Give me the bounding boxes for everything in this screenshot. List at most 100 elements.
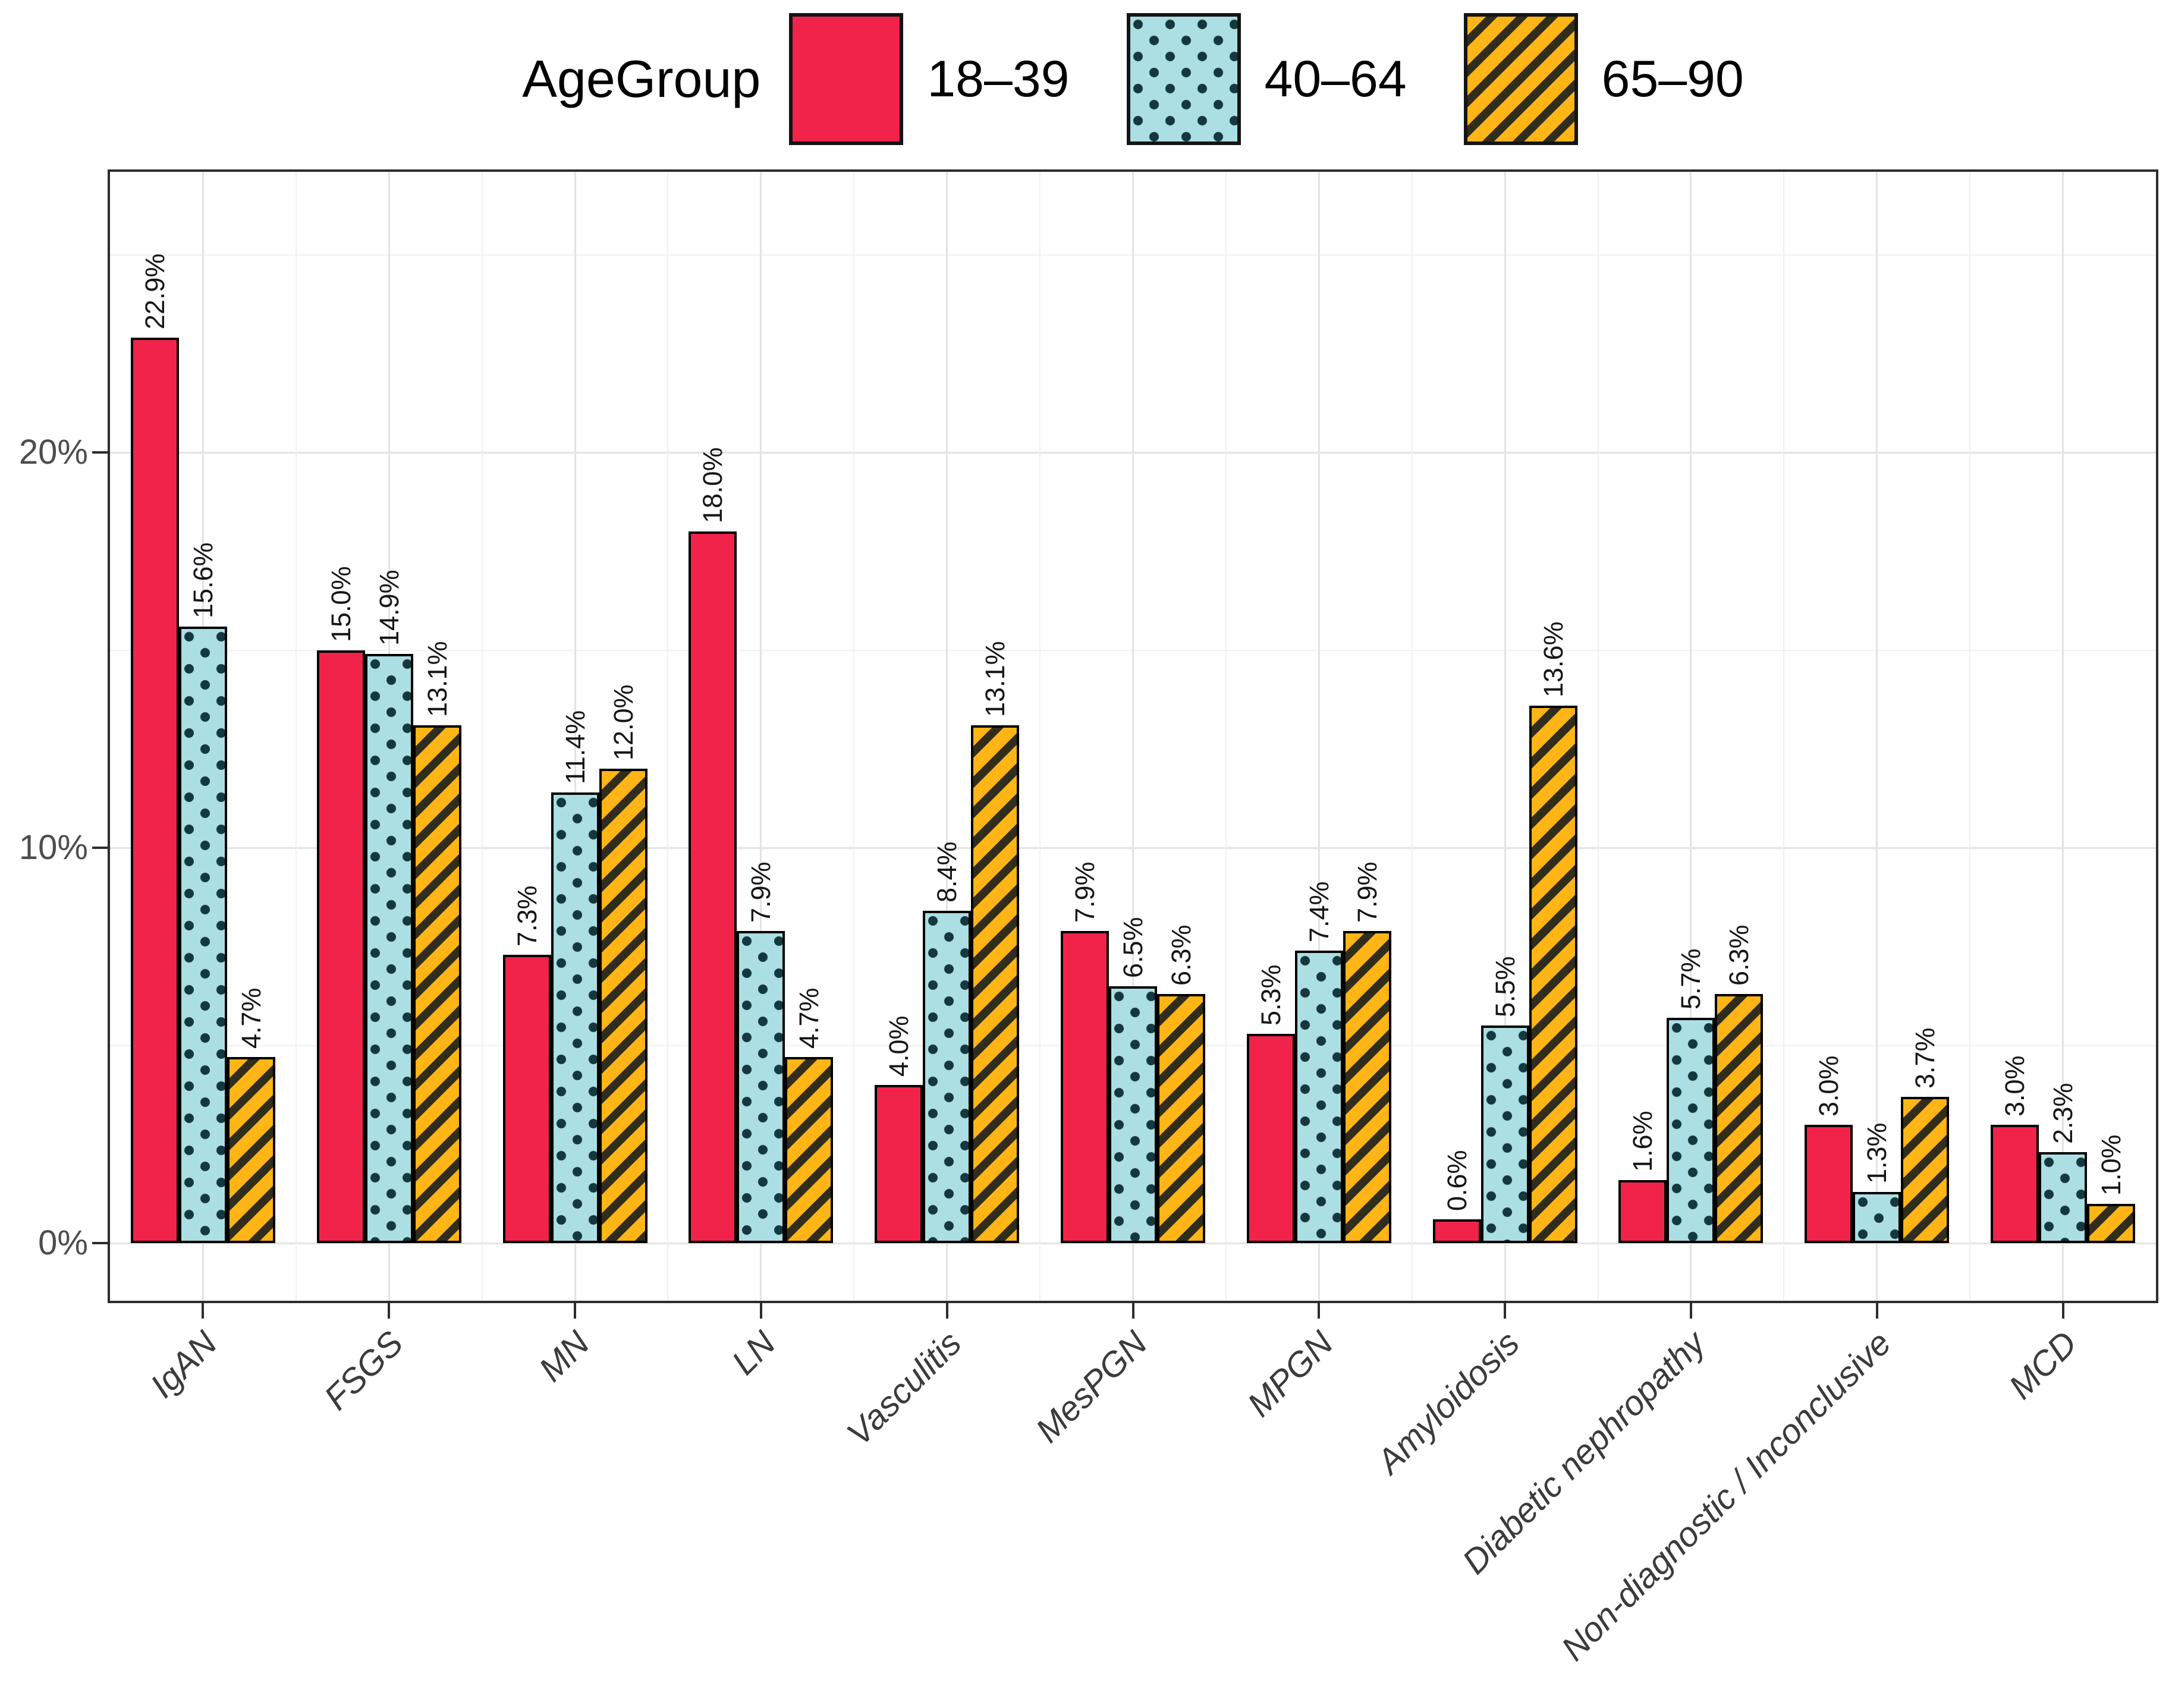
x-tick-mark [1689,1303,1692,1319]
bar-value-label: 8.4% [932,841,963,903]
x-tick-label-Amyloidosis: Amyloidosis [1369,1323,1527,1481]
bar-value-label: 4.7% [794,987,825,1049]
bar-value-label: 4.0% [884,1015,914,1077]
bar-value-label: 6.3% [1166,924,1196,986]
major-gridline-v [574,172,576,1301]
bar-40–64-Amyloidosis [1481,1026,1529,1243]
bar-value-label: 4.7% [235,987,266,1049]
bar-value-label: 13.6% [1538,621,1569,697]
legend-title: AgeGroup [522,49,761,108]
bar-65–90-IgAN [227,1057,275,1243]
x-tick-mark [945,1303,948,1319]
major-gridline-v [1318,172,1320,1301]
legend-label: 18–39 [927,50,1070,108]
x-tick-label-MesPGN: MesPGN [1028,1323,1155,1450]
x-tick-label-MPGN: MPGN [1240,1323,1341,1424]
major-gridline-v [1690,172,1692,1301]
x-tick-label-IgAN: IgAN [143,1323,225,1405]
bar-value-label: 1.6% [1627,1111,1658,1172]
minor-gridline-v [853,172,855,1301]
major-gridline-v [1504,172,1506,1301]
bar-value-label: 5.7% [1676,948,1706,1009]
bar-18–39-Non-diagnostic / Inconclusive [1805,1124,1853,1243]
bar-value-label: 12.0% [608,684,639,760]
bar-18–39-MN [502,954,551,1243]
legend-label: 65–90 [1601,50,1744,108]
bar-value-label: 5.5% [1489,956,1520,1018]
bar-value-label: 15.6% [187,542,218,618]
bar-value-label: 0.6% [1441,1150,1472,1212]
bar-18–39-MesPGN [1061,930,1109,1243]
bar-value-label: 11.4% [559,710,590,784]
x-tick-label-LN: LN [724,1323,783,1382]
major-gridline-v [2062,172,2064,1301]
bar-65–90-FSGS [413,725,461,1243]
x-tick-label-Vasculitis: Vasculitis [839,1323,969,1454]
bar-65–90-Amyloidosis [1529,705,1577,1243]
bar-40–64-MPGN [1294,950,1343,1243]
legend-label: 40–64 [1264,50,1407,108]
minor-gridline-v [1411,172,1413,1301]
bar-18–39-LN [689,531,737,1243]
x-tick-mark [2061,1303,2064,1319]
x-tick-mark [202,1303,205,1319]
bar-18–39-MCD [1991,1124,2039,1243]
bar-18–39-MPGN [1246,1033,1295,1243]
bar-40–64-IgAN [178,626,227,1243]
bar-value-label: 7.9% [746,861,777,923]
bar-40–64-MN [551,792,599,1243]
x-tick-label-FSGS: FSGS [317,1323,411,1418]
x-tick-label-Non-diagnostic / Inconclusive: Non-diagnostic / Inconclusive [1554,1323,1899,1668]
bar-65–90-MCD [2087,1203,2136,1243]
bar-value-label: 3.7% [1910,1027,1941,1089]
bar-65–90-Vasculitis [971,725,1020,1243]
bar-65–90-Non-diagnostic / Inconclusive [1901,1096,1950,1243]
legend-swatch-40–64 [1126,13,1241,145]
bar-65–90-LN [785,1057,834,1243]
bar-40–64-Diabetic nephropathy [1667,1017,1715,1243]
y-tick-mark [92,847,108,849]
x-tick-label-MCD: MCD [2001,1323,2085,1407]
legend: AgeGroup 18–39 40–64 65–90 [110,11,2156,147]
minor-gridline-v [1039,172,1041,1301]
bar-value-label: 1.3% [1862,1122,1893,1184]
y-tick-label: 0% [38,1223,88,1262]
bar-18–39-Diabetic nephropathy [1618,1179,1667,1243]
major-gridline-v [1876,172,1878,1301]
legend-swatch-18–39 [789,13,904,145]
x-tick-mark [388,1303,391,1319]
bar-value-label: 18.0% [697,447,728,523]
bar-value-label: 5.3% [1255,964,1286,1026]
bar-40–64-FSGS [364,654,413,1243]
plot-panel: 22.9% 15.0% 7.3% 18.0% 4.0% 7.9% 5.3% 0.6% 1.6% 3… [108,169,2158,1303]
x-tick-label-MN: MN [531,1323,597,1389]
bar-65–90-MesPGN [1157,994,1205,1243]
minor-gridline-v [1225,172,1227,1301]
bar-value-label: 13.1% [980,641,1011,717]
bar-value-label: 14.9% [373,570,404,646]
bar-40–64-LN [737,930,785,1243]
bar-18–39-Amyloidosis [1432,1219,1481,1243]
major-gridline-v [946,172,948,1301]
bar-18–39-FSGS [316,650,365,1243]
x-tick-mark [1318,1303,1321,1319]
bar-value-label: 6.5% [1118,917,1148,978]
bar-40–64-Non-diagnostic / Inconclusive [1853,1191,1901,1243]
bar-18–39-IgAN [130,338,179,1243]
minor-gridline-v [1597,172,1599,1301]
minor-gridline-v [667,172,669,1301]
bar-value-label: 6.3% [1724,924,1755,986]
x-tick-mark [1504,1303,1507,1319]
bar-18–39-Vasculitis [875,1085,923,1243]
x-tick-mark [1131,1303,1134,1319]
bar-value-label: 7.9% [1351,861,1382,923]
bar-value-label: 22.9% [139,253,170,330]
y-tick-label: 20% [18,433,88,471]
bar-40–64-MCD [2039,1152,2088,1243]
minor-gridline-v [1783,172,1785,1301]
bar-value-label: 15.0% [325,565,356,642]
legend-item-65–90: 65–90 [1463,13,1744,145]
minor-gridline-v [1969,172,1971,1301]
bar-40–64-Vasculitis [923,911,972,1243]
